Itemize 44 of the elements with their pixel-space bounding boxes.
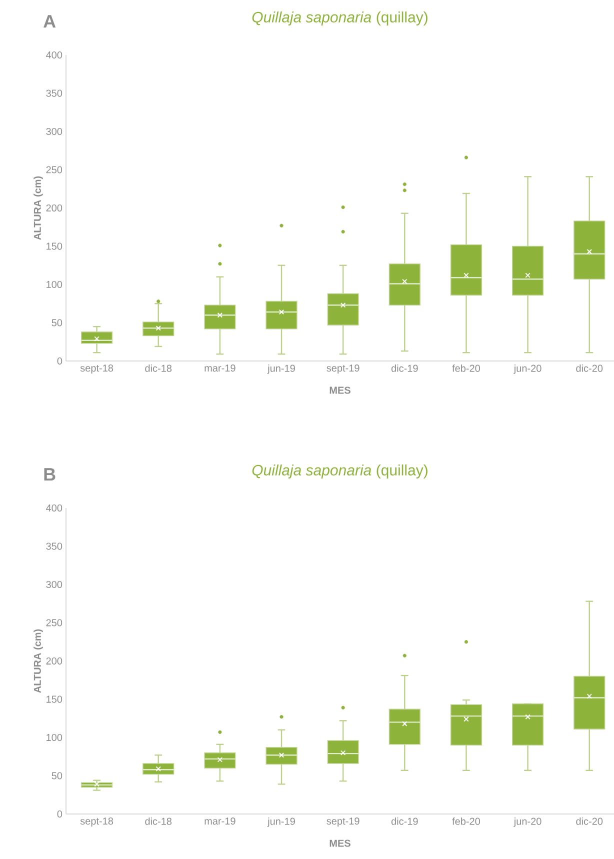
x-tick-label: mar-19 <box>204 364 236 372</box>
x-tick-label: sept-19 <box>326 364 360 374</box>
y-tick-label: 200 <box>46 204 62 212</box>
y-tick-label: 50 <box>52 772 62 780</box>
y-tick-label: 350 <box>46 542 62 550</box>
x-tick-label: mar-19 <box>204 818 236 825</box>
y-tick-label: 200 <box>46 657 62 665</box>
y-tick-label: 150 <box>46 242 62 250</box>
text: A <box>44 15 56 28</box>
x-tick-label: sept-18 <box>80 364 114 374</box>
text: B <box>44 468 56 481</box>
x-tick-label: jun-20 <box>514 364 542 374</box>
y-axis-title: ALTURA (cm) <box>34 176 43 240</box>
x-tick-label: dic-18 <box>145 364 172 372</box>
x-axis-title: MES <box>330 386 350 394</box>
x-axis-title: MES <box>330 840 350 847</box>
y-tick-label: 350 <box>46 90 62 97</box>
x-tick-label: dic-20 <box>576 364 603 372</box>
x-tick-label: sept-19 <box>326 818 360 827</box>
x-tick-label: dic-19 <box>391 818 418 825</box>
y-tick-label: 250 <box>46 166 62 174</box>
y-axis-title: ALTURA (cm) <box>34 629 43 693</box>
y-tick-label: 0 <box>57 357 62 365</box>
y-tick-label: 250 <box>46 619 62 626</box>
x-tick-label: dic-19 <box>391 364 418 372</box>
x-tick-label: dic-20 <box>576 818 603 825</box>
y-tick-label: 400 <box>46 504 62 512</box>
chart-title: Quillaja saponaria (quillay) <box>252 11 428 26</box>
y-tick-label: 150 <box>46 696 62 703</box>
x-tick-label: feb-20 <box>452 364 480 372</box>
x-tick-label: feb-20 <box>452 818 480 825</box>
chart-title: Quillaja saponaria (quillay) <box>252 464 428 478</box>
y-tick-label: 100 <box>46 280 62 288</box>
y-tick-label: 300 <box>46 580 62 588</box>
x-tick-label: jun-19 <box>267 818 295 827</box>
x-tick-label: jun-19 <box>267 364 295 374</box>
x-tick-label: jun-20 <box>514 818 542 827</box>
y-tick-label: 300 <box>46 128 62 136</box>
y-tick-label: 100 <box>46 734 62 742</box>
y-tick-label: 0 <box>57 810 62 818</box>
y-tick-label: 50 <box>52 319 62 326</box>
x-tick-label: dic-18 <box>145 818 172 825</box>
x-tick-label: sept-18 <box>80 818 114 827</box>
y-tick-label: 400 <box>46 51 62 59</box>
